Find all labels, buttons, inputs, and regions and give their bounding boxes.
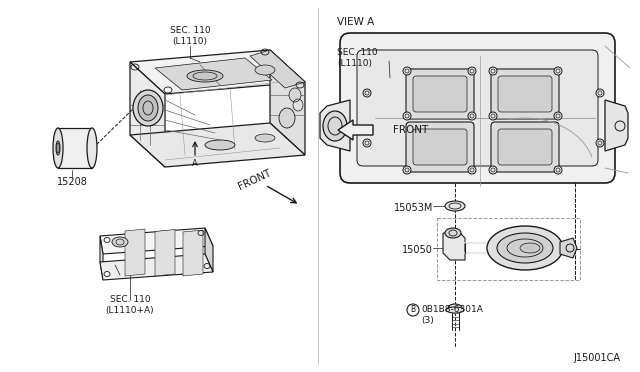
FancyBboxPatch shape (491, 69, 559, 119)
Ellipse shape (133, 90, 163, 126)
Ellipse shape (403, 166, 411, 174)
Text: SEC. 110
(L1110): SEC. 110 (L1110) (170, 26, 211, 46)
Polygon shape (58, 128, 92, 168)
FancyBboxPatch shape (498, 129, 552, 165)
Ellipse shape (403, 67, 411, 75)
Ellipse shape (520, 243, 540, 253)
Ellipse shape (596, 89, 604, 97)
Polygon shape (205, 228, 213, 272)
FancyBboxPatch shape (340, 33, 615, 183)
Text: B: B (410, 305, 415, 314)
Text: 0B1B8-6301A: 0B1B8-6301A (421, 305, 483, 314)
Text: FRONT: FRONT (393, 125, 428, 135)
Polygon shape (338, 120, 373, 140)
Polygon shape (443, 233, 465, 260)
FancyBboxPatch shape (406, 69, 474, 119)
Ellipse shape (489, 166, 497, 174)
Ellipse shape (87, 128, 97, 168)
Ellipse shape (255, 65, 275, 75)
Ellipse shape (446, 307, 464, 313)
Ellipse shape (448, 304, 462, 312)
Ellipse shape (363, 139, 371, 147)
Bar (437, 218, 580, 280)
Text: A: A (192, 158, 198, 167)
Text: 15208: 15208 (56, 177, 88, 187)
Text: 15050: 15050 (402, 245, 433, 255)
Text: SEC. 110
(L1110+A): SEC. 110 (L1110+A) (106, 295, 154, 315)
Polygon shape (605, 100, 628, 151)
Polygon shape (100, 254, 213, 280)
Ellipse shape (289, 88, 301, 102)
FancyBboxPatch shape (357, 50, 598, 166)
Polygon shape (130, 50, 305, 94)
Polygon shape (250, 50, 305, 88)
FancyBboxPatch shape (498, 76, 552, 112)
Text: 15053M: 15053M (394, 203, 433, 213)
FancyBboxPatch shape (413, 76, 467, 112)
Ellipse shape (445, 201, 465, 211)
Ellipse shape (255, 134, 275, 142)
Ellipse shape (112, 237, 128, 247)
Ellipse shape (596, 139, 604, 147)
Ellipse shape (554, 166, 562, 174)
Ellipse shape (363, 89, 371, 97)
Ellipse shape (554, 112, 562, 120)
Ellipse shape (403, 112, 411, 120)
Ellipse shape (187, 70, 223, 82)
Ellipse shape (468, 67, 476, 75)
Polygon shape (125, 229, 145, 276)
Polygon shape (100, 228, 213, 254)
Polygon shape (100, 236, 103, 280)
Text: (3): (3) (421, 315, 434, 324)
FancyBboxPatch shape (406, 122, 474, 172)
Ellipse shape (554, 67, 562, 75)
Text: VIEW A: VIEW A (337, 17, 374, 27)
Ellipse shape (489, 112, 497, 120)
Ellipse shape (497, 233, 553, 263)
Ellipse shape (279, 108, 295, 128)
Polygon shape (560, 238, 577, 258)
Ellipse shape (56, 141, 60, 155)
FancyBboxPatch shape (491, 122, 559, 172)
Ellipse shape (487, 226, 563, 270)
FancyBboxPatch shape (413, 129, 467, 165)
Ellipse shape (53, 128, 63, 168)
Polygon shape (183, 230, 203, 276)
Text: J15001CA: J15001CA (573, 353, 620, 363)
Polygon shape (155, 230, 175, 276)
Ellipse shape (56, 143, 60, 153)
Polygon shape (130, 62, 165, 167)
Text: FRONT: FRONT (237, 168, 273, 192)
Ellipse shape (205, 140, 235, 150)
Polygon shape (270, 50, 305, 155)
Polygon shape (155, 58, 272, 90)
Ellipse shape (445, 228, 461, 238)
Polygon shape (130, 123, 305, 167)
Ellipse shape (468, 166, 476, 174)
Text: SEC. 110
(L1110): SEC. 110 (L1110) (337, 48, 378, 68)
Polygon shape (320, 100, 350, 151)
Ellipse shape (489, 67, 497, 75)
Ellipse shape (323, 111, 347, 141)
Ellipse shape (138, 95, 158, 121)
Ellipse shape (468, 112, 476, 120)
